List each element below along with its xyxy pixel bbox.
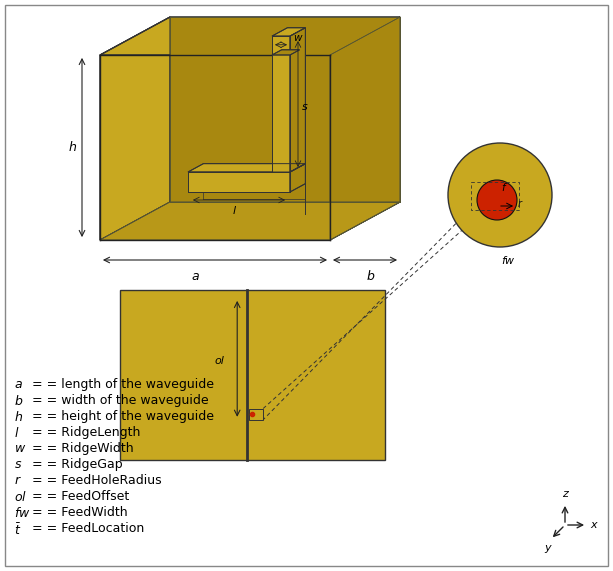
Text: = = height of the waveguide: = = height of the waveguide <box>32 410 214 423</box>
Polygon shape <box>100 17 400 55</box>
Circle shape <box>448 143 552 247</box>
Polygon shape <box>170 17 400 202</box>
Text: $b$: $b$ <box>14 394 23 408</box>
Polygon shape <box>290 28 305 172</box>
Text: h: h <box>68 141 76 154</box>
Text: y: y <box>544 544 551 553</box>
Text: = = RidgeLength: = = RidgeLength <box>32 426 140 439</box>
Text: z: z <box>562 489 568 499</box>
Text: x: x <box>590 520 596 530</box>
Text: = = FeedLocation: = = FeedLocation <box>32 522 144 535</box>
Polygon shape <box>330 17 400 240</box>
Text: f: f <box>501 183 504 193</box>
Text: = = length of the waveguide: = = length of the waveguide <box>32 378 214 391</box>
Bar <box>249 408 263 420</box>
Text: = = width of the waveguide: = = width of the waveguide <box>32 394 208 407</box>
Polygon shape <box>290 164 305 192</box>
Bar <box>471 182 519 210</box>
Text: = = FeedHoleRadius: = = FeedHoleRadius <box>32 474 162 487</box>
Text: fw: fw <box>501 256 514 266</box>
Text: $a$: $a$ <box>14 378 23 391</box>
Text: ol: ol <box>215 356 224 366</box>
Polygon shape <box>272 36 290 172</box>
Text: $ol$: $ol$ <box>14 490 27 504</box>
Circle shape <box>477 180 517 220</box>
Text: $\bar{t}$: $\bar{t}$ <box>14 522 21 537</box>
Text: = = RidgeWidth: = = RidgeWidth <box>32 442 134 455</box>
Text: $l$: $l$ <box>14 426 20 440</box>
Text: l: l <box>232 206 235 216</box>
Text: a: a <box>191 270 199 283</box>
Polygon shape <box>188 164 305 172</box>
Text: $r$: $r$ <box>14 474 22 487</box>
Text: $s$: $s$ <box>14 458 22 471</box>
Polygon shape <box>100 17 170 240</box>
Text: $fw$: $fw$ <box>14 506 31 520</box>
Bar <box>120 290 385 460</box>
Text: $h$: $h$ <box>14 410 23 424</box>
Text: w: w <box>293 33 302 43</box>
Text: = = FeedOffset: = = FeedOffset <box>32 490 129 503</box>
Polygon shape <box>330 17 400 240</box>
Text: r: r <box>518 199 522 209</box>
Text: = = RidgeGap: = = RidgeGap <box>32 458 123 471</box>
Polygon shape <box>100 202 400 240</box>
Polygon shape <box>272 28 305 36</box>
Polygon shape <box>188 172 290 192</box>
Text: s: s <box>302 102 308 112</box>
Text: b: b <box>366 270 374 283</box>
Text: $w$: $w$ <box>14 442 26 455</box>
Polygon shape <box>272 50 300 55</box>
Text: = = FeedWidth: = = FeedWidth <box>32 506 128 519</box>
